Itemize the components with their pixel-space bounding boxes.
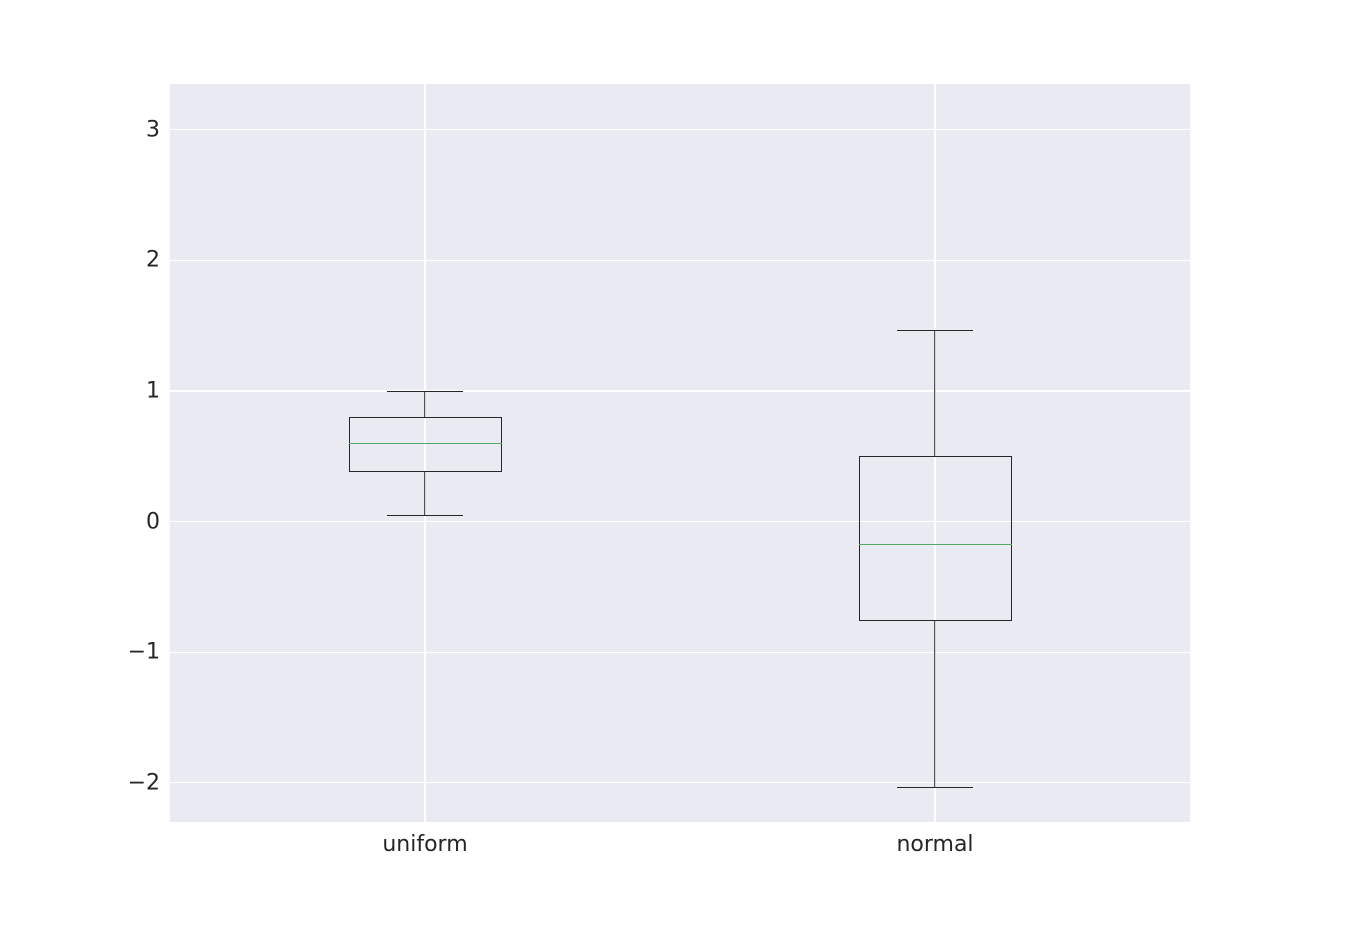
y-gridline bbox=[170, 782, 1190, 783]
y-gridline bbox=[170, 260, 1190, 261]
box-normal bbox=[859, 456, 1012, 621]
cap-upper-uniform bbox=[387, 391, 464, 392]
y-gridline bbox=[170, 521, 1190, 522]
box-uniform bbox=[349, 417, 502, 472]
y-tick-label: 3 bbox=[146, 117, 170, 142]
plot-background bbox=[170, 84, 1190, 822]
y-tick-label: −1 bbox=[128, 640, 170, 665]
y-tick-label: 0 bbox=[146, 509, 170, 534]
y-tick-label: 2 bbox=[146, 248, 170, 273]
cap-lower-normal bbox=[897, 787, 974, 788]
x-tick-label: uniform bbox=[382, 822, 467, 857]
y-tick-label: −2 bbox=[128, 770, 170, 795]
cap-lower-uniform bbox=[387, 515, 464, 516]
median-normal bbox=[859, 544, 1012, 545]
y-gridline bbox=[170, 652, 1190, 653]
boxplot-axes: −2−10123uniformnormal bbox=[170, 84, 1190, 822]
y-gridline bbox=[170, 390, 1190, 391]
whisker-upper-normal bbox=[934, 330, 935, 457]
median-uniform bbox=[349, 443, 502, 444]
cap-upper-normal bbox=[897, 330, 974, 331]
x-tick-label: normal bbox=[896, 822, 973, 857]
whisker-upper-uniform bbox=[424, 391, 425, 417]
y-gridline bbox=[170, 129, 1190, 130]
whisker-lower-normal bbox=[934, 621, 935, 787]
y-tick-label: 1 bbox=[146, 378, 170, 403]
whisker-lower-uniform bbox=[424, 472, 425, 515]
figure: −2 −1 0 1 2 3 uniform normal bbox=[0, 0, 1360, 934]
